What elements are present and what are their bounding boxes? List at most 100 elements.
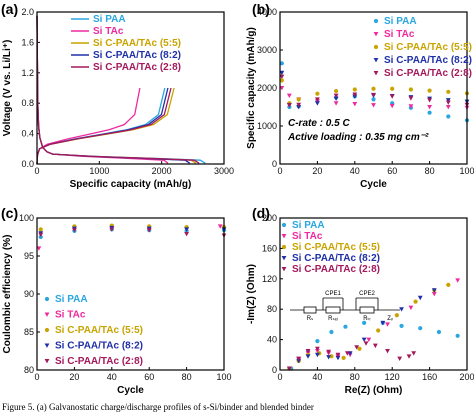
y-tick-label: 1.6 [21, 37, 34, 47]
data-point [354, 345, 360, 350]
y-tick-label: 80 [24, 365, 34, 375]
data-point [315, 97, 320, 102]
legend-item: Si C-PAA/TAc (8:2) [44, 341, 143, 352]
legend-item: Si C-PAA/TAc (2:8) [281, 264, 380, 275]
x-tick-label: 60 [387, 166, 397, 176]
data-point [455, 333, 460, 338]
data-point [333, 101, 339, 106]
legend-item: Si C-PAA/TAc (5:5) [71, 38, 181, 49]
data-series [36, 224, 223, 251]
x-tick-label: 200 [459, 372, 474, 382]
x-tick-label: 80 [350, 372, 360, 382]
data-point [296, 102, 302, 108]
data-point [305, 354, 311, 359]
legend-label: Si TAc [384, 29, 415, 40]
data-point [305, 349, 311, 354]
data-point [362, 320, 367, 325]
data-point [296, 105, 302, 110]
y-tick-label: 0.8 [21, 98, 34, 108]
data-point [394, 313, 399, 318]
series-line [36, 87, 141, 165]
data-point [373, 44, 379, 50]
y-tick-label: 0 [272, 365, 277, 375]
chart-legend: Si PAA Si TAc Si C-PAA/TAc (5:5) Si C-PAA/T… [373, 16, 472, 79]
legend-label: Si C-PAA/TAc (2:8) [384, 68, 472, 79]
data-point [38, 227, 43, 232]
legend-item: Si PAA [373, 16, 417, 27]
legend-item: Si PAA [281, 220, 325, 231]
legend-item: Si PAA [44, 294, 88, 305]
data-point [389, 94, 395, 99]
data-point [315, 339, 320, 344]
y-tick-label: 95 [24, 251, 34, 261]
legend-label: Si C-PAA/TAc (5:5) [55, 325, 143, 336]
data-point [431, 292, 437, 297]
chart-panel-2: 0 20 40 60 80 100 80 85 90 95 100 Cycle Coulombic ef… [1, 205, 232, 396]
y-axis-label: Specific capacity (mAh/g) [246, 27, 257, 149]
data-point [315, 91, 320, 96]
data-point [326, 349, 332, 355]
legend-item: Si TAc [373, 29, 415, 40]
legend-label: Si PAA [292, 220, 325, 231]
legend-label: Si C-PAA/TAc (5:5) [93, 38, 181, 49]
x-tick-label: 80 [425, 166, 435, 176]
chart-legend: Si PAA Si TAc Si C-PAA/TAc (5:5) Si C-PAA/T… [44, 294, 143, 367]
y-tick-label: 120 [262, 274, 277, 284]
legend-label: Si C-PAA/TAc (2:8) [55, 356, 143, 367]
data-point [411, 351, 417, 356]
circuit-label: Rₛₑᵢ [328, 316, 338, 322]
chart-panel-1: 0 20 40 60 80 10001000200030004000CycleSpecif… [246, 1, 474, 190]
data-point [184, 231, 189, 237]
data-point [333, 93, 339, 98]
legend-label: Si TAc [292, 231, 323, 242]
data-point [373, 58, 379, 63]
data-point [279, 74, 285, 79]
y-tick-label: 200 [262, 213, 277, 223]
y-tick-label: 90 [24, 289, 34, 299]
data-point [281, 256, 287, 261]
data-point [371, 103, 376, 108]
data-point [361, 337, 367, 342]
chart-annotation: C-rate : 0.5 C [288, 118, 350, 129]
panel-label: (a) [1, 1, 18, 17]
data-series [38, 227, 227, 238]
data-point [279, 86, 285, 91]
data-point [373, 32, 379, 37]
data-point [373, 18, 379, 24]
series-line [36, 87, 175, 165]
x-tick-label: 40 [350, 166, 360, 176]
x-tick-label: 3000 [214, 166, 234, 176]
data-point [406, 354, 412, 359]
data-series [38, 225, 227, 236]
series-line [36, 87, 172, 165]
data-point [72, 228, 77, 233]
x-tick-label: 160 [422, 372, 437, 382]
data-point [397, 356, 403, 361]
data-point [217, 224, 223, 229]
y-tick-label: 4000 [257, 7, 277, 17]
data-point [279, 70, 285, 76]
x-tick-label: 0 [34, 372, 39, 382]
circuit-label: Rₜᵣ [363, 316, 371, 322]
data-point [399, 323, 404, 329]
y-tick-label: 1000 [257, 121, 277, 131]
data-point [281, 222, 287, 228]
data-point [329, 329, 334, 335]
data-point [357, 346, 362, 351]
x-axis-label: Re(Z) (Ohm) [345, 385, 403, 396]
data-point [418, 326, 423, 331]
legend-label: Si C-PAA/TAc (8:2) [384, 55, 472, 66]
legend-label: Si C-PAA/TAc (8:2) [55, 341, 143, 352]
legend-item: Si C-PAA/TAc (8:2) [281, 253, 380, 264]
x-axis-label: Cycle [360, 179, 387, 190]
data-point [281, 244, 287, 250]
resistor-rsei [325, 306, 341, 314]
y-tick-label: 2000 [257, 83, 277, 93]
plot-frame [279, 217, 468, 371]
panel-label: (c) [1, 205, 18, 221]
data-point [335, 355, 341, 361]
data-point [315, 346, 320, 352]
panel-label: (d) [252, 205, 270, 221]
y-tick-label: 160 [262, 243, 277, 253]
legend-item: Si C-PAA/TAc (5:5) [281, 242, 380, 253]
